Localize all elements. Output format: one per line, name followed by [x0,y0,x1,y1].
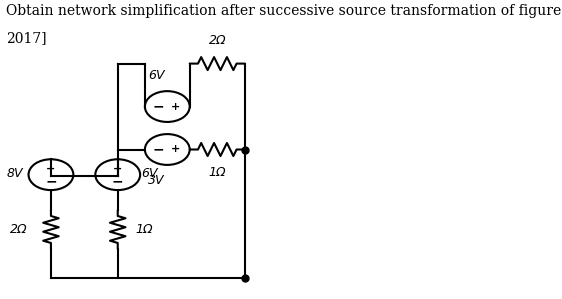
Text: 2017]: 2017] [6,31,46,45]
Text: +: + [113,164,123,174]
Text: −: − [112,174,124,188]
Text: +: + [171,102,180,112]
Text: 1Ω: 1Ω [135,223,152,236]
Text: 2Ω: 2Ω [10,223,27,236]
Text: 8V: 8V [6,167,23,180]
Text: −: − [153,100,165,114]
Text: 3V: 3V [148,174,164,187]
Text: 6V: 6V [148,69,164,82]
Text: −: − [45,174,57,188]
Text: −: − [153,143,165,156]
Text: +: + [171,144,180,155]
Text: Obtain network simplification after successive source transformation of figure.: Obtain network simplification after succ… [6,4,562,18]
Text: +: + [46,164,56,174]
Text: 6V: 6V [142,167,158,180]
Text: 2Ω: 2Ω [209,34,226,47]
Text: 1Ω: 1Ω [209,166,226,179]
